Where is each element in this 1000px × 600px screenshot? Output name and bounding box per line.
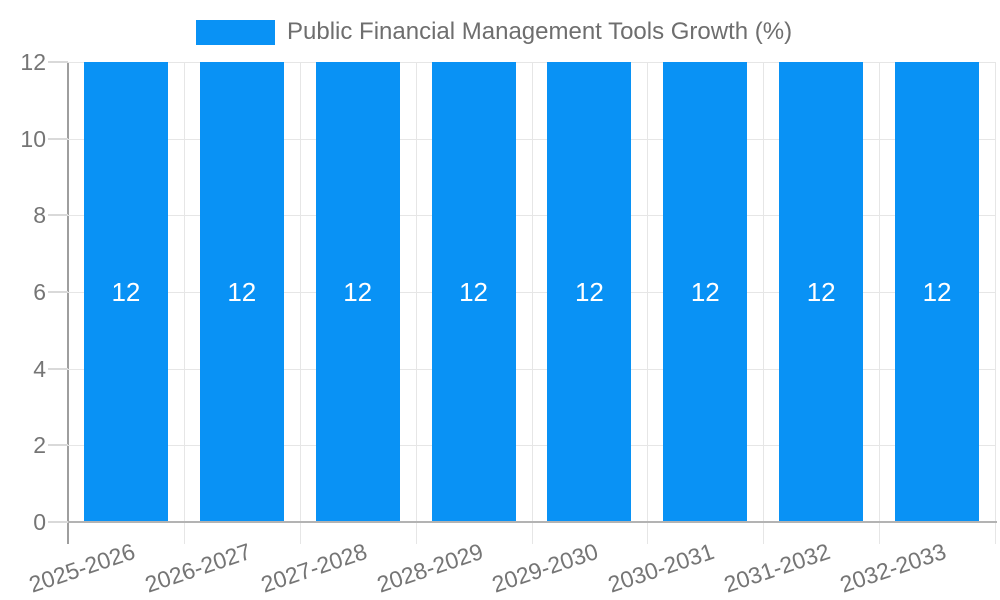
y-tick-mark [48,367,68,370]
y-tick-mark [48,214,68,217]
y-tick-mark [48,61,68,63]
horizontal-gridline [68,62,995,63]
vertical-gridline [531,62,533,544]
vertical-gridline [183,62,185,544]
y-tick-label: 0 [33,509,46,535]
horizontal-gridline [68,292,995,293]
bar-value-label: 12 [343,277,373,307]
bar[interactable]: 12 [199,62,284,522]
horizontal-gridline [68,138,995,140]
y-tick-label: 8 [33,202,46,229]
vertical-gridline [763,62,765,544]
horizontal-gridline [68,445,995,447]
horizontal-gridline [68,368,995,370]
vertical-gridline [415,62,417,544]
bar[interactable]: 12 [431,62,516,522]
vertical-gridline [995,62,996,544]
y-tick-mark [48,444,68,447]
bar-value-label: 12 [690,277,720,307]
horizontal-gridline [68,215,995,217]
vertical-gridline [299,62,301,544]
y-tick-label: 12 [20,49,46,75]
bar-value-label: 12 [459,277,489,307]
vertical-gridline [647,62,649,544]
legend-label: Public Financial Management Tools Growth… [287,18,793,45]
y-tick-label: 6 [33,279,46,305]
bar[interactable]: 12 [779,62,864,522]
y-tick-mark [48,291,68,293]
y-tick-mark [48,521,68,523]
bar-value-label: 12 [574,277,604,307]
x-axis-line [68,521,997,523]
vertical-gridline [879,62,881,544]
bar-value-label: 12 [922,277,952,307]
bar-value-label: 12 [111,277,141,307]
y-tick-label: 10 [20,125,46,152]
bar[interactable]: 12 [83,62,168,522]
y-tick-label: 4 [33,355,46,382]
bar[interactable]: 12 [547,62,632,522]
bar[interactable]: 12 [663,62,748,522]
bar[interactable]: 12 [315,62,400,522]
y-tick-label: 2 [33,432,46,459]
bar-value-label: 12 [227,277,257,307]
bar-value-label: 12 [806,277,836,307]
bar[interactable]: 12 [895,62,980,522]
y-axis-line [67,62,69,544]
legend-swatch-icon [196,19,275,45]
legend-item[interactable]: Public Financial Management Tools Growth… [196,18,792,46]
y-tick-mark [48,137,68,140]
